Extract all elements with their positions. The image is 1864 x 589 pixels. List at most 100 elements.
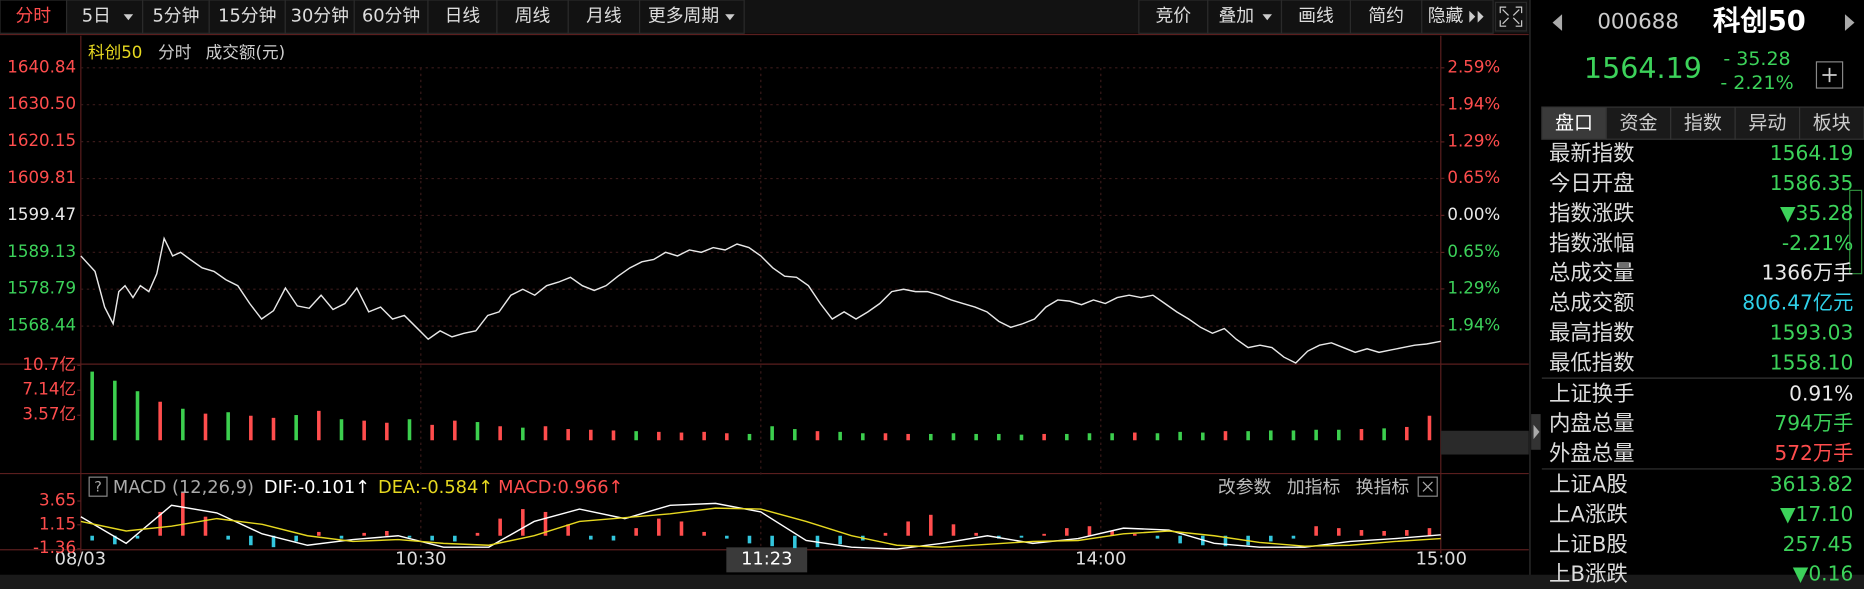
row-label: 最新指数: [1549, 142, 1635, 167]
volume-bar: [430, 424, 434, 441]
toolbar-button[interactable]: [427, 0, 498, 34]
y-tick-label: 1578.79: [7, 279, 76, 298]
quote-price: 1564.19: [1584, 52, 1702, 85]
row-label: 上证A股: [1549, 473, 1628, 498]
row-label: 最高指数: [1549, 321, 1635, 346]
macd-indicator: MACD:0.966↑: [498, 477, 623, 498]
toolbar-label: 更多周期: [648, 6, 719, 27]
quote-change: - 35.28: [1723, 48, 1790, 70]
row-label: 指数涨幅: [1549, 231, 1635, 256]
macd-button[interactable]: 换指标: [1356, 477, 1410, 498]
fullscreen-icon: [1499, 6, 1523, 27]
row-label: 今日开盘: [1549, 172, 1635, 197]
toolbar-label: 月线: [586, 6, 622, 27]
y-tick-label: 1609.81: [7, 168, 76, 187]
volume-bar: [362, 420, 366, 441]
toolbar-label: 隐藏: [1428, 6, 1464, 27]
quote-name: 科创50: [1713, 6, 1806, 37]
volume-bar: [226, 412, 230, 441]
volume-bar: [475, 422, 480, 441]
toolbar-label: 简约: [1368, 6, 1404, 27]
volume-bar: [294, 415, 298, 441]
dropdown-arrow: [123, 14, 134, 21]
row-value: 572万手: [1774, 441, 1853, 465]
volume-bar: [1110, 433, 1114, 441]
volume-bar: [611, 430, 616, 441]
macd-button[interactable]: 改参数: [1218, 477, 1272, 498]
price-line: [80, 236, 1441, 364]
volume-bar: [543, 426, 548, 441]
row-label: 上A涨跌: [1549, 502, 1628, 527]
volume-bar: [135, 391, 140, 441]
close-icon: [1422, 481, 1433, 492]
dropdown-arrow: [1262, 14, 1272, 21]
x-tick-label: 10:30: [395, 548, 446, 569]
close-box[interactable]: [1417, 476, 1438, 497]
volume-bar: [815, 431, 820, 441]
row-value: ▼35.28: [1780, 201, 1853, 225]
toolbar-button[interactable]: [1280, 0, 1352, 34]
volume-bar: [1359, 429, 1364, 441]
dropdown-arrow: [725, 14, 735, 21]
volume-bar: [113, 380, 117, 441]
y2-tick-label: 1.94%: [1447, 315, 1500, 334]
toolbar-button[interactable]: [284, 0, 355, 34]
tab[interactable]: [1734, 106, 1801, 140]
status-bar: [0, 574, 1864, 589]
volume-bar: [385, 422, 389, 441]
row-value: 1593.03: [1770, 320, 1854, 344]
help-box[interactable]: [88, 476, 108, 497]
volume-bar: [1087, 433, 1092, 441]
volume-bar: [1178, 431, 1182, 441]
toolbar-button[interactable]: [0, 0, 68, 34]
toolbar-button[interactable]: [638, 0, 745, 34]
x-tick-label: 08/03: [55, 548, 106, 569]
volume-bar: [906, 433, 910, 441]
volume-bar: [1314, 429, 1318, 441]
row-label: 外盘总量: [1549, 442, 1635, 467]
volume-bar: [566, 429, 570, 441]
toolbar-label: 15分钟: [218, 6, 276, 27]
volume-bar: [861, 433, 865, 441]
volume-bar: [929, 433, 933, 441]
legend-name: 科创50: [88, 43, 142, 62]
volume-tick-label: 3.57亿: [22, 405, 76, 424]
tab-label: 异动: [1748, 112, 1786, 134]
volume-bar: [1042, 433, 1046, 441]
toolbar-label: 30分钟: [291, 6, 349, 27]
y-tick-label: 1630.50: [7, 94, 76, 113]
volume-bar: [1155, 433, 1160, 441]
toolbar-button[interactable]: [353, 0, 429, 34]
tab[interactable]: [1605, 106, 1672, 140]
volume-bar: [249, 415, 253, 441]
y-tick-label: 1599.47: [7, 205, 76, 224]
volume-bar: [498, 426, 502, 441]
scrollbar: [1849, 189, 1863, 275]
volume-bar: [158, 401, 162, 441]
next-arrow: [1844, 14, 1855, 31]
toolbar-button[interactable]: [1138, 0, 1209, 34]
volume-bar: [271, 417, 276, 441]
volume-bar: [1405, 426, 1409, 441]
add-button[interactable]: [1815, 61, 1844, 89]
macd-button[interactable]: 加指标: [1287, 477, 1341, 498]
macd-indicator: DIF:-0.101↑: [264, 477, 370, 498]
toolbar-button[interactable]: [1349, 0, 1423, 34]
row-value: ▼17.10: [1780, 502, 1853, 526]
row-label: 上证B股: [1549, 532, 1628, 557]
add-icon: [1822, 67, 1837, 83]
volume-bar: [1427, 415, 1432, 441]
macd-line: [80, 507, 1441, 548]
macd-tick-label: 3.65: [39, 490, 76, 509]
y2-tick-label: 1.29%: [1447, 278, 1500, 297]
tab[interactable]: [1541, 106, 1607, 140]
toolbar-label: 分时: [15, 6, 51, 27]
quote-pct: - 2.21%: [1720, 72, 1793, 94]
toolbar-label: 叠加: [1218, 6, 1254, 27]
tab[interactable]: [1798, 106, 1864, 140]
y-tick-label: 1620.15: [7, 131, 76, 150]
volume-tick-label: 10.7亿: [22, 355, 76, 374]
toolbar-label: 周线: [515, 6, 551, 27]
macd-tick-label: 1.15: [39, 514, 76, 533]
